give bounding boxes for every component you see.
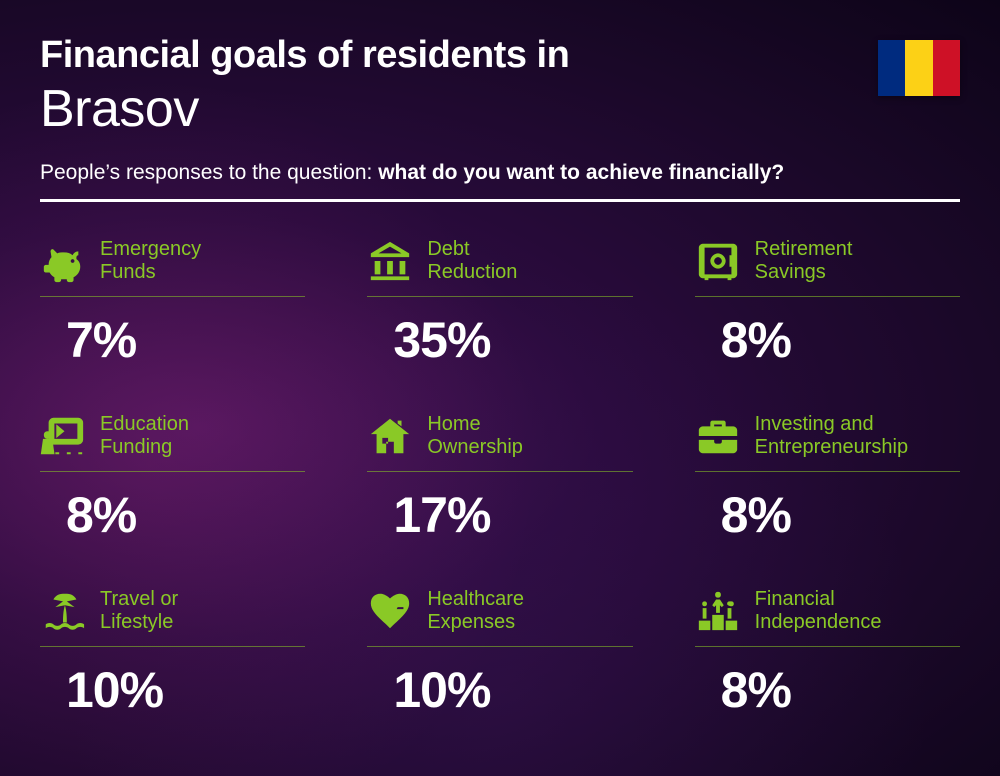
stat-percent: 17%: [367, 486, 632, 544]
stat-debt-reduction: DebtReduction 35%: [367, 238, 632, 369]
flag-stripe-yellow: [905, 40, 932, 96]
bank-icon: [367, 238, 413, 284]
flag-stripe-blue: [878, 40, 905, 96]
stat-header: RetirementSavings: [695, 238, 960, 297]
infographic-content: Financial goals of residents in Brasov P…: [0, 0, 1000, 719]
stat-percent: 10%: [367, 661, 632, 719]
stat-home-ownership: HomeOwnership 17%: [367, 413, 632, 544]
stat-percent: 8%: [695, 661, 960, 719]
stat-label: FinancialIndependence: [755, 588, 882, 634]
house-icon: [367, 413, 413, 459]
stat-investing-entrepreneurship: Investing andEntrepreneurship 8%: [695, 413, 960, 544]
header: Financial goals of residents in Brasov P…: [40, 34, 960, 202]
flag-romania: [878, 40, 960, 96]
presentation-icon: [40, 413, 86, 459]
stat-label: DebtReduction: [427, 238, 517, 284]
stat-percent: 8%: [40, 486, 305, 544]
stat-healthcare-expenses: HealthcareExpenses 10%: [367, 588, 632, 719]
header-divider: [40, 199, 960, 202]
stat-label: HomeOwnership: [427, 413, 523, 459]
stat-label: HealthcareExpenses: [427, 588, 524, 634]
stat-header: HomeOwnership: [367, 413, 632, 472]
stat-header: Investing andEntrepreneurship: [695, 413, 960, 472]
subtitle: People’s responses to the question: what…: [40, 161, 960, 185]
stat-header: FinancialIndependence: [695, 588, 960, 647]
stat-header: EmergencyFunds: [40, 238, 305, 297]
stat-emergency-funds: EmergencyFunds 7%: [40, 238, 305, 369]
stat-header: HealthcareExpenses: [367, 588, 632, 647]
heart-pulse-icon: [367, 588, 413, 634]
stat-header: EducationFunding: [40, 413, 305, 472]
flag-stripe-red: [933, 40, 960, 96]
subtitle-plain: People’s responses to the question:: [40, 161, 378, 184]
stat-percent: 10%: [40, 661, 305, 719]
title-line-2: Brasov: [40, 79, 960, 139]
stats-grid: EmergencyFunds 7% DebtReduction 35% Reti…: [40, 238, 960, 719]
stat-percent: 8%: [695, 486, 960, 544]
stat-header: DebtReduction: [367, 238, 632, 297]
title-line-1: Financial goals of residents in: [40, 34, 960, 77]
stat-percent: 7%: [40, 311, 305, 369]
stat-percent: 8%: [695, 311, 960, 369]
briefcase-icon: [695, 413, 741, 459]
stat-retirement-savings: RetirementSavings 8%: [695, 238, 960, 369]
safe-icon: [695, 238, 741, 284]
stat-label: Travel orLifestyle: [100, 588, 178, 634]
podium-icon: [695, 588, 741, 634]
stat-label: EmergencyFunds: [100, 238, 201, 284]
piggy-bank-icon: [40, 238, 86, 284]
subtitle-bold: what do you want to achieve financially?: [378, 161, 784, 184]
stat-travel-lifestyle: Travel orLifestyle 10%: [40, 588, 305, 719]
stat-financial-independence: FinancialIndependence 8%: [695, 588, 960, 719]
stat-education-funding: EducationFunding 8%: [40, 413, 305, 544]
stat-label: RetirementSavings: [755, 238, 853, 284]
stat-header: Travel orLifestyle: [40, 588, 305, 647]
stat-label: EducationFunding: [100, 413, 189, 459]
stat-label: Investing andEntrepreneurship: [755, 413, 908, 459]
palm-icon: [40, 588, 86, 634]
stat-percent: 35%: [367, 311, 632, 369]
